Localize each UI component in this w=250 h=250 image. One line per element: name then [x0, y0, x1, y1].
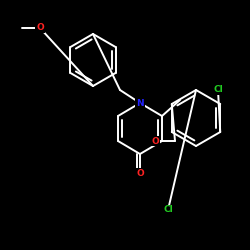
Text: O: O	[151, 136, 159, 145]
Text: O: O	[136, 168, 144, 177]
Text: O: O	[36, 24, 44, 32]
Text: Cl: Cl	[163, 206, 173, 214]
Text: Cl: Cl	[213, 86, 223, 94]
Text: N: N	[136, 98, 144, 108]
